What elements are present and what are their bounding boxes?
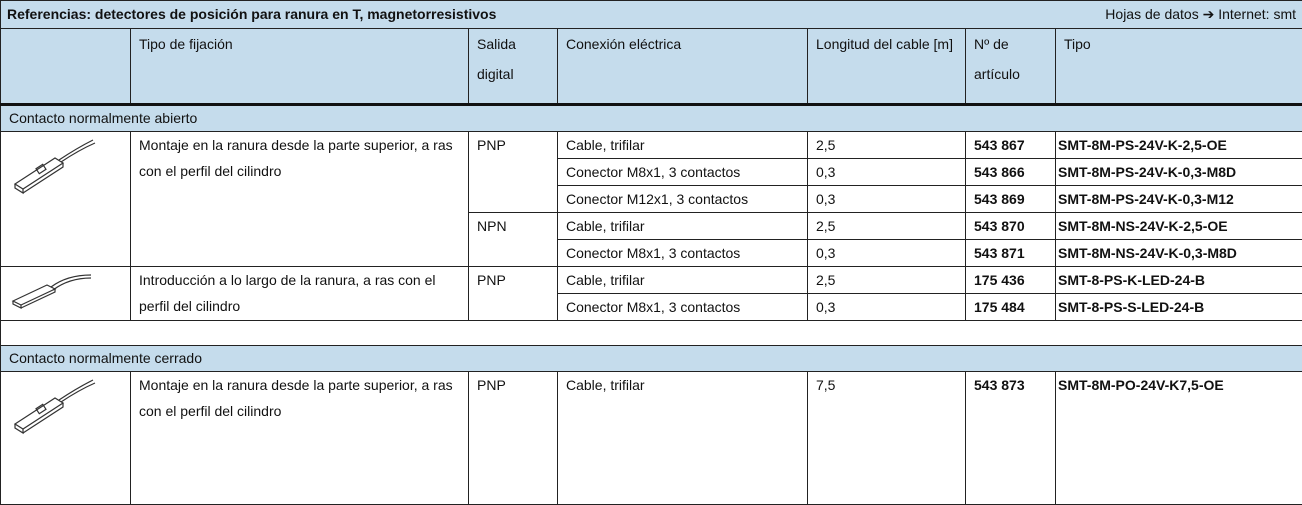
image-cell: [1, 372, 131, 505]
sensor-icon: [7, 136, 97, 196]
cable-length: 2,5: [808, 267, 966, 294]
section-label: Contacto normalmente abierto: [1, 105, 1302, 132]
type-code: SMT-8M-PS-24V-K-0,3-M12: [1056, 186, 1302, 213]
table-row: Contacto normalmente abierto: [1, 105, 1302, 132]
mounting: Montaje en la ranura desde la parte supe…: [131, 132, 469, 267]
cable-length: 0,3: [808, 240, 966, 267]
header-cell: [1, 29, 131, 105]
title-cell: Referencias: detectores de posición para…: [1, 1, 1302, 29]
sensor-icon: [7, 376, 97, 436]
type-code: SMT-8M-PO-24V-K7,5-OE: [1056, 372, 1302, 505]
cable-length: 2,5: [808, 132, 966, 159]
article-number: 543 871: [966, 240, 1056, 267]
column-header: Conexión eléctrica: [558, 29, 808, 105]
column-header: Nº de artículo: [966, 29, 1056, 105]
image-cell: [1, 267, 131, 321]
connection: Cable, trifilar: [558, 372, 808, 505]
type-code: SMT-8M-PS-24V-K-2,5-OE: [1056, 132, 1302, 159]
mounting: Introducción a lo largo de la ranura, a …: [131, 267, 469, 321]
section-label: Contacto normalmente cerrado: [1, 346, 1302, 372]
type-code: SMT-8M-PS-24V-K-0,3-M8D: [1056, 159, 1302, 186]
column-header: Salida digital: [469, 29, 558, 105]
cable-length: 0,3: [808, 186, 966, 213]
type-code: SMT-8-PS-S-LED-24-B: [1056, 294, 1302, 321]
article-number: 543 867: [966, 132, 1056, 159]
table-row: Referencias: detectores de posición para…: [1, 1, 1302, 29]
image-cell: [1, 132, 131, 267]
article-number: 543 870: [966, 213, 1056, 240]
datasheet-link: Hojas de datos ➔ Internet: smt: [1105, 1, 1296, 28]
article-number: 175 484: [966, 294, 1056, 321]
table-row: Montaje en la ranura desde la parte supe…: [1, 372, 1302, 505]
cable-length: 2,5: [808, 213, 966, 240]
table-row: Contacto normalmente cerrado: [1, 346, 1302, 372]
connection: Cable, trifilar: [558, 267, 808, 294]
article-number: 175 436: [966, 267, 1056, 294]
connection: Cable, trifilar: [558, 132, 808, 159]
column-header: Tipo: [1056, 29, 1302, 105]
mounting: Montaje en la ranura desde la parte supe…: [131, 372, 469, 505]
column-header: Tipo de fijación: [131, 29, 469, 105]
title-bar: Referencias: detectores de posición para…: [7, 1, 1296, 28]
sensor-icon: [7, 271, 97, 311]
connection: Conector M8x1, 3 contactos: [558, 240, 808, 267]
table-title: Referencias: detectores de posición para…: [7, 1, 496, 28]
article-number: 543 866: [966, 159, 1056, 186]
output: NPN: [469, 213, 558, 267]
connection: Conector M12x1, 3 contactos: [558, 186, 808, 213]
cable-length: 7,5: [808, 372, 966, 505]
cable-length: 0,3: [808, 294, 966, 321]
cable-length: 0,3: [808, 159, 966, 186]
output: PNP: [469, 267, 558, 321]
connection: Conector M8x1, 3 contactos: [558, 294, 808, 321]
type-code: SMT-8M-NS-24V-K-2,5-OE: [1056, 213, 1302, 240]
table-row: Montaje en la ranura desde la parte supe…: [1, 132, 1302, 159]
table-row: Introducción a lo largo de la ranura, a …: [1, 267, 1302, 294]
connection: Conector M8x1, 3 contactos: [558, 159, 808, 186]
type-code: SMT-8M-NS-24V-K-0,3-M8D: [1056, 240, 1302, 267]
output: PNP: [469, 132, 558, 213]
output: PNP: [469, 372, 558, 505]
table-row: [1, 321, 1302, 346]
connection: Cable, trifilar: [558, 213, 808, 240]
article-number: 543 873: [966, 372, 1056, 505]
type-code: SMT-8-PS-K-LED-24-B: [1056, 267, 1302, 294]
article-number: 543 869: [966, 186, 1056, 213]
spacer-cell: [1, 321, 1302, 346]
column-header: Longitud del cable [m]: [808, 29, 966, 105]
